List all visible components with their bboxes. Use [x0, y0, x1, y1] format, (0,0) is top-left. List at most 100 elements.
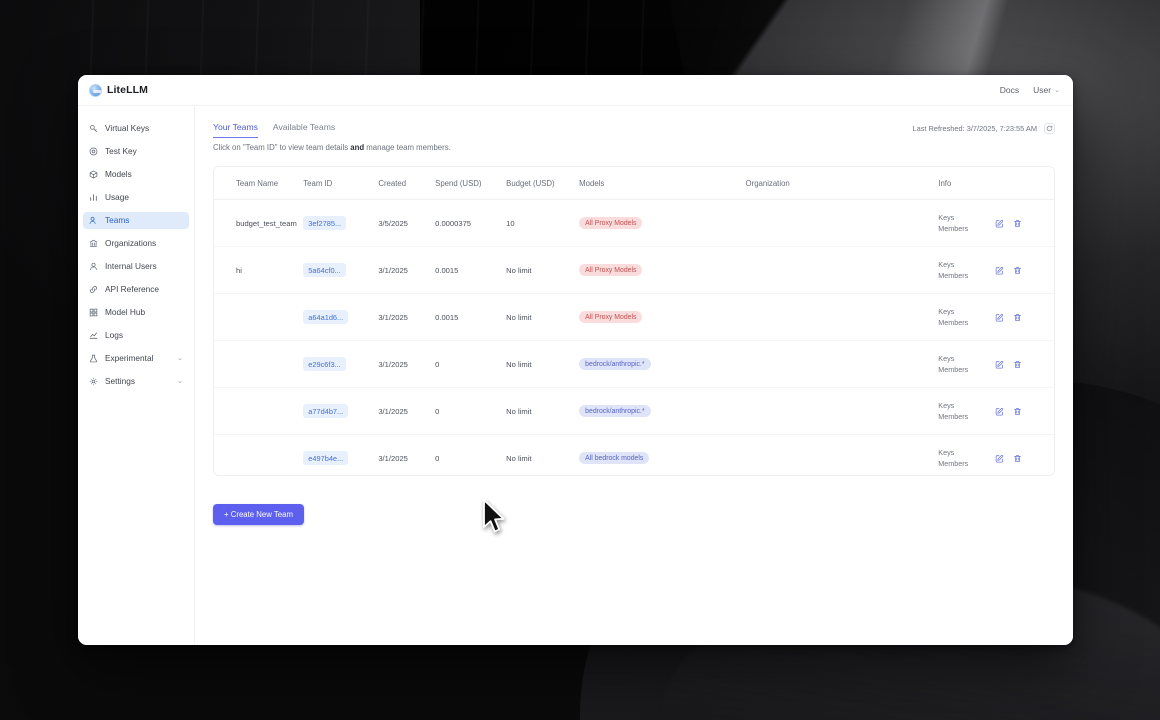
sidebar-item-virtual-keys[interactable]: Virtual Keys [83, 120, 189, 137]
table-row: e29c6f3... 3/1/2025 0 No limit bedrock/anthr… [214, 340, 1054, 388]
column-header-team-id: Team ID [303, 167, 379, 200]
teams-footer: + Create New Team [213, 476, 1055, 525]
cell-organization [745, 246, 939, 294]
sidebar-item-teams[interactable]: Teams [83, 212, 189, 229]
cell-team-name [214, 340, 304, 388]
cell-created: 3/1/2025 [378, 434, 436, 475]
flask-icon [89, 354, 98, 363]
info-link[interactable]: Members [938, 365, 969, 374]
cell-team-name [214, 387, 304, 435]
cube-icon [89, 170, 98, 179]
cell-team-id: e29c6f3... [303, 340, 379, 388]
team-id-pill[interactable]: e29c6f3... [303, 357, 346, 371]
sidebar-item-test-key[interactable]: Test Key [83, 143, 189, 160]
cell-team-name: budget_test_team [214, 199, 304, 247]
info-link[interactable]: Members [938, 459, 969, 468]
cell-organization [745, 340, 939, 388]
sidebar-item-models[interactable]: Models [83, 166, 189, 183]
sidebar-item-organizations[interactable]: Organizations [83, 235, 189, 252]
team-id-pill[interactable]: a64a1d6... [303, 310, 349, 324]
create-new-team-button[interactable]: + Create New Team [213, 504, 304, 525]
chevron-down-icon[interactable]: ⌄ [177, 378, 183, 385]
table-row: hi 5a64cf0... 3/1/2025 0.0015 No limit All Pr… [214, 246, 1054, 294]
info-link[interactable]: Members [938, 412, 969, 421]
user-menu[interactable]: User ⌄ [1033, 85, 1060, 95]
column-header-spend-usd-: Spend (USD) [435, 167, 507, 200]
hint-prefix: Click on "Team ID" to view team details [213, 143, 351, 152]
info-link[interactable]: Members [938, 318, 969, 327]
app-shell: Virtual Keys Test Key Models Usage Teams Orga… [78, 106, 1073, 645]
trash-icon[interactable] [1013, 360, 1022, 369]
sidebar-item-api-reference[interactable]: API Reference [83, 281, 189, 298]
column-header-info: Info [938, 167, 996, 200]
cell-info: Keys Members [938, 199, 996, 247]
teams-table-card: Team Name Team ID Created Spend (USD) Budget… [213, 166, 1055, 476]
info-link[interactable]: Keys [938, 401, 955, 410]
sidebar-item-label: Test Key [105, 146, 137, 157]
edit-pencil-icon[interactable] [995, 360, 1004, 369]
sidebar-item-label: Models [105, 169, 132, 180]
sidebar-item-internal-users[interactable]: Internal Users [83, 258, 189, 275]
edit-pencil-icon[interactable] [995, 266, 1004, 275]
main-content: Your Teams Available Teams Last Refreshed… [195, 106, 1073, 645]
team-id-pill[interactable]: a77d4b7... [303, 404, 349, 418]
info-link[interactable]: Members [938, 224, 969, 233]
edit-pencil-icon[interactable] [995, 407, 1004, 416]
docs-link[interactable]: Docs [999, 85, 1020, 95]
refresh-icon[interactable] [1044, 123, 1055, 134]
column-header-team-name: Team Name [214, 167, 304, 200]
column-header-models: Models [579, 167, 746, 200]
cell-spend: 0 [435, 434, 507, 475]
table-header-row: Team Name Team ID Created Spend (USD) Budget… [214, 167, 1054, 200]
trash-icon[interactable] [1013, 407, 1022, 416]
tab-available-teams[interactable]: Available Teams [272, 122, 336, 132]
info-link[interactable]: Keys [938, 307, 955, 316]
column-header-budget-usd-: Budget (USD) [506, 167, 580, 200]
edit-pencil-icon[interactable] [995, 313, 1004, 322]
sidebar-item-logs[interactable]: Logs [83, 327, 189, 344]
link-icon [89, 285, 98, 294]
sidebar-item-model-hub[interactable]: Model Hub [83, 304, 189, 321]
cell-budget: 10 [506, 199, 580, 247]
cell-info: Keys Members [938, 340, 996, 388]
teams-hint: Click on "Team ID" to view team details … [213, 143, 1055, 152]
edit-pencil-icon[interactable] [995, 219, 1004, 228]
cell-created: 3/1/2025 [378, 340, 436, 388]
cell-budget: No limit [506, 340, 580, 388]
refresh-area: Last Refreshed: 3/7/2025, 7:23:55 AM [913, 122, 1055, 134]
info-link[interactable]: Keys [938, 213, 955, 222]
sidebar-item-experimental[interactable]: Experimental ⌄ [83, 350, 189, 367]
edit-pencil-icon[interactable] [995, 454, 1004, 463]
team-id-pill[interactable]: 5a64cf0... [303, 263, 346, 277]
model-badge: All Proxy Models [579, 217, 643, 229]
sidebar-item-label: Settings [105, 376, 135, 387]
cell-spend: 0.0015 [435, 246, 507, 294]
trash-icon[interactable] [1013, 219, 1022, 228]
tab-your-teams[interactable]: Your Teams [213, 122, 258, 138]
sidebar-item-label: Experimental [105, 353, 154, 364]
cell-spend: 0.0000375 [435, 199, 507, 247]
sidebar-item-usage[interactable]: Usage [83, 189, 189, 206]
table-row: budget_test_team 3ef2785... 3/5/2025 0.0000… [214, 199, 1054, 247]
sidebar-item-settings[interactable]: Settings ⌄ [83, 373, 189, 390]
sidebar-item-label: Teams [105, 215, 130, 226]
info-link[interactable]: Keys [938, 448, 955, 457]
team-id-pill[interactable]: 3ef2785... [303, 216, 347, 230]
info-link[interactable]: Keys [938, 260, 955, 269]
brand[interactable]: LiteLLM [89, 83, 148, 97]
sidebar-item-label: API Reference [105, 284, 159, 295]
model-badge: All Proxy Models [579, 264, 643, 276]
cell-created: 3/1/2025 [378, 387, 436, 435]
trash-icon[interactable] [1013, 313, 1022, 322]
info-link[interactable]: Keys [938, 354, 955, 363]
cell-team-id: 3ef2785... [303, 199, 379, 247]
cell-team-id: a77d4b7... [303, 387, 379, 435]
litellm-globe-icon [89, 83, 102, 97]
column-header-organization: Organization [745, 167, 939, 200]
trash-icon[interactable] [1013, 266, 1022, 275]
info-link[interactable]: Members [938, 271, 969, 280]
chevron-down-icon[interactable]: ⌄ [177, 355, 183, 362]
team-id-pill[interactable]: e497b4e... [303, 451, 349, 465]
trash-icon[interactable] [1013, 454, 1022, 463]
